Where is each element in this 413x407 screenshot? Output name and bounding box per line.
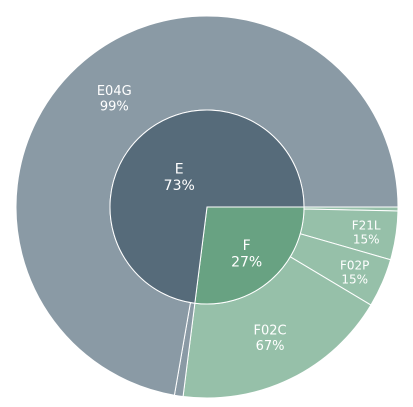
inner-label-f: F 27%: [231, 238, 262, 271]
outer-label-f21l: F21L 15%: [352, 218, 381, 246]
outer-label-f02c: F02C 67%: [253, 324, 286, 355]
inner-label-e: E 73%: [164, 161, 195, 194]
outer-label-e04g: E04G 99%: [97, 84, 132, 115]
inner-segment-e[interactable]: [109, 109, 305, 304]
outer-label-f02p: F02P 15%: [340, 258, 369, 286]
inner-segment-f[interactable]: [194, 206, 305, 305]
